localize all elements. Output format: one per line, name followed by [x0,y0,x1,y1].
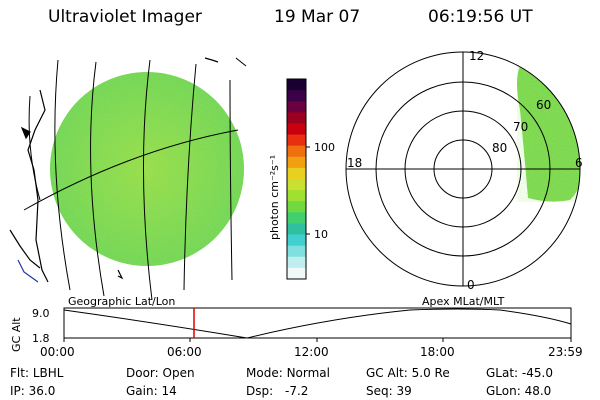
footer-glat: GLat: -45.0 [486,366,553,380]
footer-flt: Flt: LBHL [10,366,64,380]
colorbar: 100 10 photon cm⁻²s⁻¹ [268,78,335,280]
geographic-grid [23,57,247,301]
colorbar-cell [287,112,306,124]
footer-gc-alt: GC Alt: 5.0 Re [366,366,450,380]
meridian-line [183,63,197,291]
coastline-path [9,229,41,269]
orbit-altitude-curve [63,308,572,339]
polar-plot: 12 0 18 6 80 70 60 [345,49,583,292]
colorbar-cell [287,79,306,91]
footer-ip: IP: 36.0 [10,384,56,398]
colorbar-cell [287,123,306,136]
colorbar-cell [287,145,306,158]
orbit-xtick: 23:59 [548,345,583,359]
coastline-path [17,259,39,283]
orbit-xtick: 12:00 [294,345,329,359]
colorbar-cell [287,101,306,113]
meridian-line [90,61,105,297]
colorbar-cell [287,201,306,213]
colorbar-cell [287,190,306,202]
coastlines [9,57,219,283]
footer-dsp: Dsp: -7.2 [246,384,309,398]
polar-label-top: 12 [469,49,484,63]
colorbar-label: photon cm⁻²s⁻¹ [268,155,281,240]
polar-label-bottom: 0 [467,278,475,292]
colorbar-cell [287,267,306,280]
footer-door: Door: Open [126,366,195,380]
colorbar-cell [287,245,306,258]
orbit-xtick: 00:00 [40,345,75,359]
orbit-xtick: 06:00 [167,345,202,359]
polar-ring-label-70: 70 [513,120,528,134]
colorbar-cell [287,179,306,191]
meridian-line [142,59,153,301]
coastline-path [20,126,31,140]
colorbar-cell [287,134,306,147]
footer-glon: GLon: 48.0 [486,384,552,398]
coastline-path [204,57,219,63]
latitude-line [23,129,239,211]
orbit-panel: Geographic Lat/Lon Apex MLat/MLT GC Alt … [10,295,583,359]
grid-fragment [235,57,247,67]
colorbar-cell [287,167,306,180]
orbit-xtick: 18:00 [420,345,455,359]
earth-disk-image [50,72,244,266]
polar-label-left: 18 [347,156,362,170]
colorbar-cell [287,212,306,224]
polar-ring-label-80: 80 [492,141,507,155]
colorbar-cell [287,234,306,247]
colorbar-cell [287,223,306,236]
colorbar-tick-10: 10 [314,228,328,241]
orbit-right-title: Apex MLat/MLT [422,295,505,308]
orbit-ytick-low: 1.8 [32,332,50,345]
polar-ring-label-60: 60 [536,98,551,112]
orbit-left-title: Geographic Lat/Lon [68,295,175,308]
coastline-path [27,89,49,283]
limb-line [28,95,41,201]
instrument-title: Ultraviolet Imager [48,7,202,27]
colorbar-cell [287,256,306,269]
meridian-line [54,59,71,291]
date-label: 19 Mar 07 [274,7,361,27]
colorbar-tick-100: 100 [314,141,335,154]
orbit-ytick-high: 9.0 [32,307,50,320]
meridian-line [229,79,233,281]
polar-label-right: 6 [575,156,583,170]
footer-gain: Gain: 14 [126,384,177,398]
footer-mode: Mode: Normal [246,366,330,380]
colorbar-cell [287,156,306,169]
footer-seq: Seq: 39 [366,384,412,398]
coastline-path [117,269,124,280]
time-label: 06:19:56 UT [428,7,533,27]
colorbar-cell [287,90,306,102]
orbit-ylabel: GC Alt [10,317,23,352]
